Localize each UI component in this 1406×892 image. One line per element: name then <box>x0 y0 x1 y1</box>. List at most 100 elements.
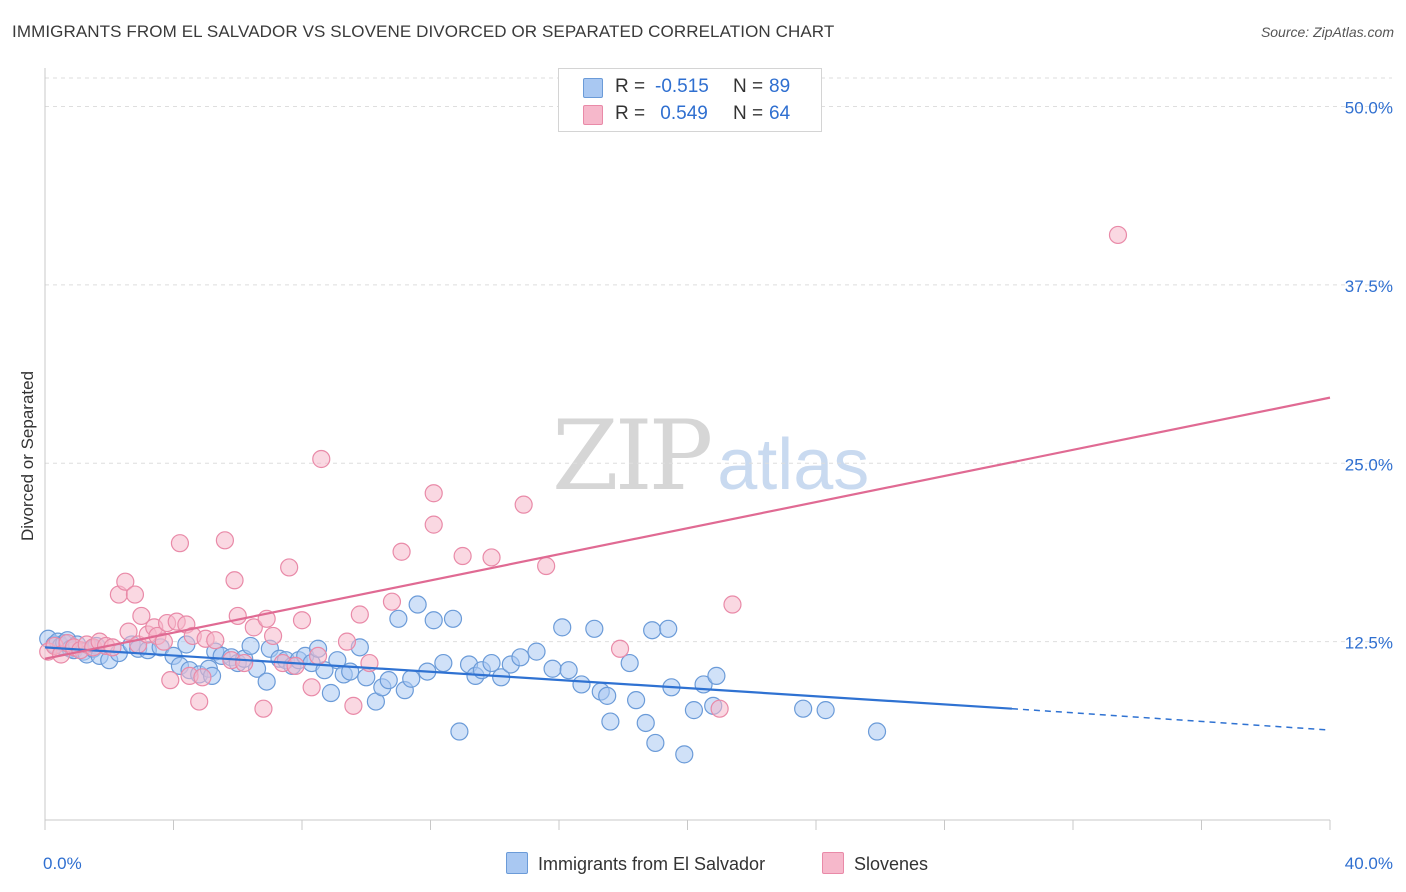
point-el-salvador <box>867 722 887 741</box>
y-axis-label: Divorced or Separated <box>18 370 37 542</box>
point-slovenes <box>344 696 363 715</box>
point-el-salvador <box>424 611 443 630</box>
point-slovenes <box>190 692 209 711</box>
point-el-salvador <box>553 618 572 637</box>
point-el-salvador <box>620 653 639 673</box>
watermark-zip: ZIP <box>552 400 713 512</box>
point-slovenes <box>424 484 443 503</box>
point-el-salvador <box>379 671 398 690</box>
point-slovenes <box>610 639 630 658</box>
legend-swatch-pink <box>583 105 603 125</box>
legend-r-label: R = <box>615 103 646 124</box>
point-slovenes <box>350 605 369 624</box>
point-slovenes <box>132 606 151 626</box>
legend-n-label: N = <box>733 103 764 124</box>
chart-title: IMMIGRANTS FROM EL SALVADOR VS SLOVENE D… <box>12 22 835 41</box>
point-slovenes <box>453 546 472 566</box>
point-el-salvador <box>659 619 678 638</box>
point-el-salvador <box>626 691 646 710</box>
correlation-legend: R = -0.515 N = 89 R = 0.549 N = 64 <box>558 68 822 132</box>
point-el-salvador <box>572 675 591 694</box>
legend-r-label: R = <box>615 76 646 97</box>
point-el-salvador <box>527 642 546 661</box>
legend-r-value: -0.515 <box>655 76 709 97</box>
point-slovenes <box>392 542 411 561</box>
point-el-salvador <box>675 745 694 764</box>
point-slovenes <box>312 449 331 469</box>
y-tick-label: 50.0% <box>1345 99 1393 118</box>
point-slovenes <box>337 632 357 651</box>
bottom-legend-label-blue: Immigrants from El Salvador <box>538 854 766 874</box>
point-slovenes <box>723 595 742 614</box>
point-slovenes <box>244 618 263 637</box>
y-tick-label: 12.5% <box>1345 634 1393 653</box>
legend-n-value: 64 <box>769 103 791 124</box>
point-el-salvador <box>408 595 427 614</box>
point-el-salvador <box>450 722 469 741</box>
point-slovenes <box>482 548 501 567</box>
point-el-salvador <box>684 701 704 720</box>
bottom-legend-blue: Immigrants from El Salvador <box>506 852 765 875</box>
bottom-legend-swatch-pink <box>822 852 844 874</box>
point-el-salvador <box>257 672 276 691</box>
point-slovenes <box>170 534 190 553</box>
y-tick-label: 25.0% <box>1345 455 1393 474</box>
trend-line-slovenes <box>44 396 1331 660</box>
legend-r-value: 0.549 <box>655 103 708 124</box>
point-el-salvador <box>646 733 665 753</box>
point-el-salvador <box>482 653 501 673</box>
point-slovenes <box>119 622 138 641</box>
bottom-legend-label-pink: Slovenes <box>854 854 929 874</box>
x-tick-label: 40.0% <box>1345 854 1393 873</box>
point-slovenes <box>161 671 180 690</box>
watermark: ZIP atlas <box>552 400 869 512</box>
point-el-salvador <box>559 661 578 680</box>
point-slovenes <box>206 631 225 650</box>
point-el-salvador <box>598 686 617 705</box>
point-slovenes <box>193 668 212 687</box>
point-slovenes <box>125 585 145 604</box>
point-el-salvador <box>794 699 813 718</box>
x-tick-label: 0.0% <box>43 854 82 873</box>
legend-n-value: 89 <box>769 76 791 97</box>
point-el-salvador <box>443 609 463 628</box>
point-el-salvador <box>707 666 726 685</box>
point-slovenes <box>235 653 254 673</box>
point-el-salvador <box>402 669 421 688</box>
point-el-salvador <box>389 609 408 628</box>
point-el-salvador <box>241 636 260 656</box>
point-el-salvador <box>636 713 655 733</box>
bottom-legend-pink: Slovenes <box>822 852 928 875</box>
legend-n-label: N = <box>733 76 764 97</box>
point-slovenes <box>263 626 283 646</box>
point-slovenes <box>302 678 321 697</box>
point-slovenes <box>710 699 729 718</box>
point-el-salvador <box>434 653 453 673</box>
point-slovenes <box>215 531 234 550</box>
point-el-salvador <box>321 683 341 703</box>
point-slovenes <box>116 572 135 591</box>
trend-line-el-salvador-extension <box>1011 707 1331 731</box>
point-el-salvador <box>585 619 604 638</box>
point-slovenes <box>254 699 273 718</box>
y-tick-label: 37.5% <box>1345 277 1393 296</box>
point-slovenes <box>308 646 328 666</box>
point-el-salvador <box>511 648 530 667</box>
point-slovenes <box>1108 225 1128 245</box>
source-label: Source: ZipAtlas.com <box>1260 24 1394 40</box>
trend-line-el-salvador <box>44 646 1013 710</box>
point-slovenes <box>154 632 173 651</box>
point-slovenes <box>280 558 299 577</box>
point-el-salvador <box>543 659 562 678</box>
point-el-salvador <box>643 621 662 640</box>
bottom-legend-swatch-blue <box>506 852 528 874</box>
point-slovenes <box>424 515 443 534</box>
legend-swatch-blue <box>583 78 603 98</box>
point-el-salvador <box>816 701 835 720</box>
point-slovenes <box>537 556 556 576</box>
point-slovenes <box>286 656 305 675</box>
point-slovenes <box>292 611 312 630</box>
point-el-salvador <box>601 712 620 731</box>
watermark-atlas: atlas <box>717 425 870 505</box>
